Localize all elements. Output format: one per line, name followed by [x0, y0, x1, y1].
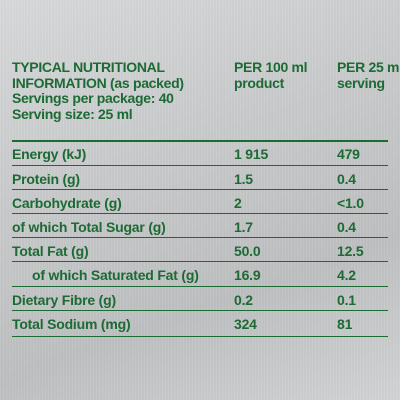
- row-divider: [12, 189, 388, 190]
- row-label: of which Saturated Fat (g): [32, 267, 199, 283]
- row-per-serving: 4.2: [337, 267, 356, 283]
- per-serving-line-1: PER 25 ml: [337, 59, 400, 75]
- header-label-column: TYPICAL NUTRITIONAL INFORMATION (as pack…: [12, 59, 212, 122]
- row-per-100: 1.7: [234, 219, 253, 235]
- row-per-100: 50.0: [234, 243, 261, 259]
- serving-size: Serving size: 25 ml: [12, 105, 133, 122]
- row-divider: [12, 310, 388, 311]
- table-row: of which Saturated Fat (g) 16.9 4.2: [12, 262, 388, 286]
- table-row: of which Total Sugar (g) 1.7 0.4: [12, 214, 388, 238]
- row-label: Total Sodium (mg): [12, 316, 131, 332]
- row-divider: [12, 261, 388, 262]
- per-100-line-1: PER 100 ml: [234, 59, 308, 75]
- servings-per-package: Servings per package: 40: [12, 90, 174, 106]
- row-label: Energy (kJ): [12, 146, 87, 162]
- row-label: of which Total Sugar (g): [12, 219, 166, 235]
- row-per-100: 16.9: [234, 267, 261, 283]
- row-per-serving: 81: [337, 316, 353, 332]
- table-row: Total Sodium (mg) 324 81: [12, 311, 388, 335]
- row-per-100: 324: [234, 316, 257, 332]
- row-per-serving: 12.5: [337, 243, 364, 259]
- table-row: Total Fat (g) 50.0 12.5: [12, 238, 388, 262]
- row-per-100: 0.2: [234, 292, 253, 308]
- title-line-1: TYPICAL NUTRITIONAL: [12, 59, 165, 75]
- row-label: Total Fat (g): [12, 243, 89, 259]
- table-row: Protein (g) 1.5 0.4: [12, 166, 388, 190]
- row-per-100: 2: [234, 195, 242, 211]
- row-label: Dietary Fibre (g): [12, 292, 116, 308]
- row-per-serving: <1.0: [337, 195, 364, 211]
- per-serving-line-2: serving: [337, 74, 385, 91]
- row-per-serving: 0.1: [337, 292, 356, 308]
- row-label: Protein (g): [12, 171, 80, 187]
- row-per-100: 1.5: [234, 171, 253, 187]
- row-divider: [12, 213, 388, 214]
- table-row: Carbohydrate (g) 2 <1.0: [12, 190, 388, 214]
- row-per-serving: 0.4: [337, 219, 356, 235]
- header-divider: [12, 140, 388, 142]
- row-per-100: 1 915: [234, 146, 269, 162]
- row-divider: [12, 237, 388, 238]
- table-row: Dietary Fibre (g) 0.2 0.1: [12, 287, 388, 311]
- table-row: Energy (kJ) 1 915 479: [12, 141, 388, 165]
- row-label: Carbohydrate (g): [12, 195, 122, 211]
- title-line-2: INFORMATION (as packed): [12, 74, 184, 91]
- row-divider: [12, 165, 388, 166]
- per-100-line-2: product: [234, 74, 285, 91]
- row-divider: [12, 286, 388, 287]
- row-per-serving: 479: [337, 146, 360, 162]
- row-divider: [12, 336, 388, 337]
- header-per-serving-column: PER 25 ml serving: [337, 59, 400, 91]
- row-per-serving: 0.4: [337, 171, 356, 187]
- table-header: TYPICAL NUTRITIONAL INFORMATION (as pack…: [12, 59, 400, 138]
- header-per-100-column: PER 100 ml product: [234, 59, 329, 91]
